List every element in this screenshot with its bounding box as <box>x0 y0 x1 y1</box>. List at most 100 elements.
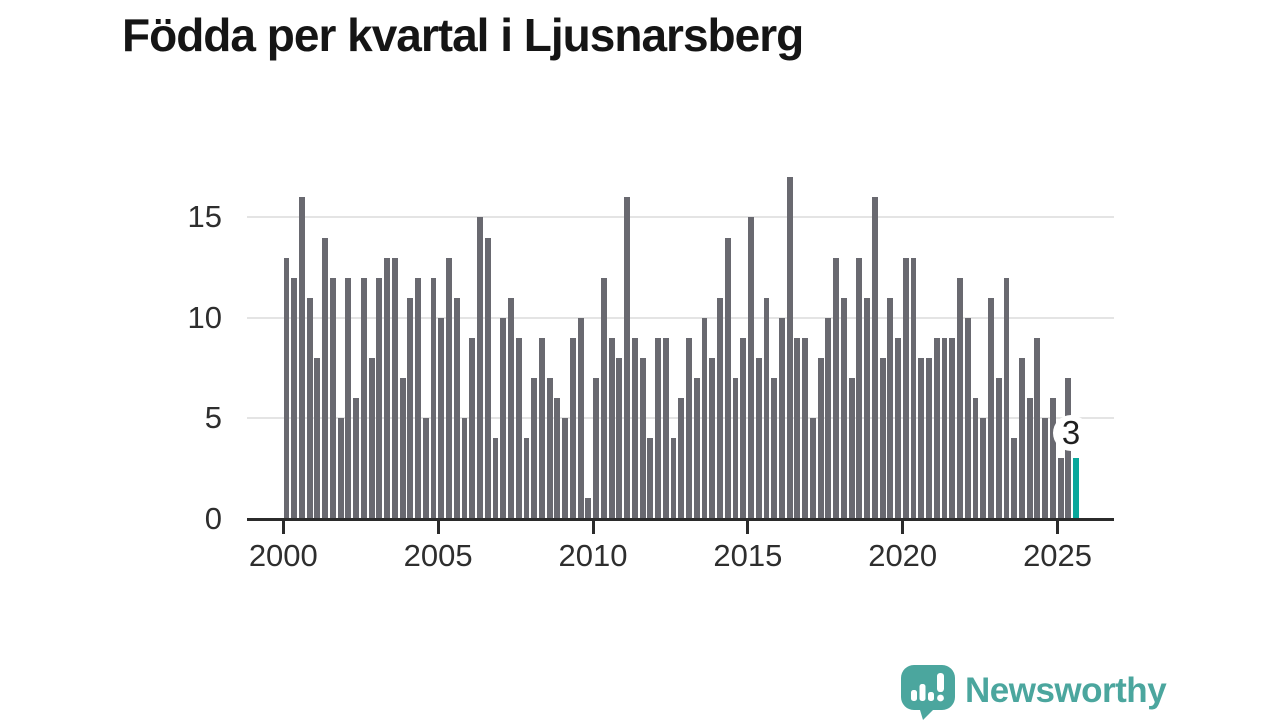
bar <box>600 277 607 519</box>
bar-highlighted-latest-quarter <box>1073 458 1080 519</box>
newsworthy-bubble-chart-icon <box>901 665 955 720</box>
bar <box>631 337 638 519</box>
bar <box>461 418 468 519</box>
bar <box>840 297 847 519</box>
bar <box>964 317 971 519</box>
x-axis-tick <box>901 519 905 534</box>
bar <box>662 337 669 519</box>
bar <box>554 398 561 519</box>
bar <box>717 297 723 519</box>
bar <box>724 237 731 519</box>
bar <box>871 197 878 519</box>
bar <box>980 418 987 519</box>
bar <box>848 378 855 519</box>
bar <box>608 337 615 519</box>
bar <box>415 277 421 519</box>
bar <box>585 498 592 519</box>
bar <box>577 317 584 519</box>
bar <box>391 257 398 519</box>
bar <box>902 257 909 519</box>
bar <box>376 277 383 519</box>
x-axis-tick <box>591 519 595 534</box>
newsworthy-logo-text: Newsworthy <box>965 671 1167 710</box>
bar <box>786 177 793 519</box>
bar <box>430 277 437 519</box>
bar <box>345 277 352 519</box>
bar <box>910 257 917 519</box>
y-axis-tick-label: 0 <box>204 500 222 536</box>
bar <box>1011 438 1018 519</box>
bar <box>508 297 514 519</box>
bar <box>709 357 716 519</box>
x-axis-tick-label: 2025 <box>1023 538 1093 573</box>
bar <box>949 337 956 519</box>
bar <box>538 337 545 519</box>
bar <box>624 197 631 519</box>
bar <box>484 237 491 519</box>
bar <box>569 337 576 519</box>
x-axis-tick-label: 2010 <box>558 538 628 573</box>
bar <box>1003 277 1010 519</box>
x-axis-tick-label: 2015 <box>713 538 783 573</box>
x-axis-tick-label: 2000 <box>248 538 318 573</box>
x-axis-tick-label: 2020 <box>868 538 938 573</box>
bar <box>329 277 336 519</box>
bar <box>879 357 886 519</box>
chart-title: Födda per kvartal i Ljusnarsberg <box>122 9 804 61</box>
bar <box>957 277 963 519</box>
bar <box>701 317 708 519</box>
bar <box>933 337 940 519</box>
bar <box>1049 398 1056 519</box>
bar <box>322 237 329 519</box>
bar <box>314 357 321 519</box>
bar <box>678 398 685 519</box>
bar <box>453 297 460 519</box>
bar <box>864 297 871 519</box>
bar <box>337 418 344 519</box>
bar <box>639 357 646 519</box>
bar <box>763 297 770 519</box>
bar <box>353 398 360 519</box>
bar <box>732 378 739 519</box>
bar <box>368 357 375 519</box>
bar <box>1057 458 1064 519</box>
bar <box>298 197 305 519</box>
last-value-annotation-text: 3 <box>1061 414 1081 451</box>
bar <box>477 217 483 519</box>
bar <box>988 297 994 519</box>
bar <box>492 438 499 519</box>
bar <box>887 297 894 519</box>
x-axis-tick <box>281 519 285 534</box>
bar <box>469 337 476 519</box>
bar <box>817 357 824 519</box>
bar <box>1042 418 1049 519</box>
bar <box>283 257 290 519</box>
bar <box>926 357 932 519</box>
bar <box>531 378 538 519</box>
gridline-y-10 <box>247 316 1114 319</box>
bar <box>291 277 298 519</box>
bar <box>972 398 979 519</box>
bar <box>593 378 600 519</box>
bar <box>438 317 445 519</box>
gridline-y-15 <box>247 216 1114 219</box>
bar <box>918 357 925 519</box>
y-axis-tick-label: 10 <box>187 299 222 335</box>
bar <box>1026 398 1033 519</box>
x-axis-tick <box>746 519 750 534</box>
x-axis-tick <box>1056 519 1060 534</box>
bar <box>306 297 313 519</box>
bar <box>500 317 507 519</box>
bar <box>856 257 863 519</box>
x-axis-tick <box>436 519 440 534</box>
bar <box>941 337 948 519</box>
x-axis-line <box>247 518 1114 521</box>
bar <box>833 257 840 519</box>
bar <box>384 257 391 519</box>
bar <box>995 378 1002 519</box>
bar <box>1018 357 1025 519</box>
bar <box>740 337 747 519</box>
bar <box>422 418 429 519</box>
bar <box>546 378 553 519</box>
